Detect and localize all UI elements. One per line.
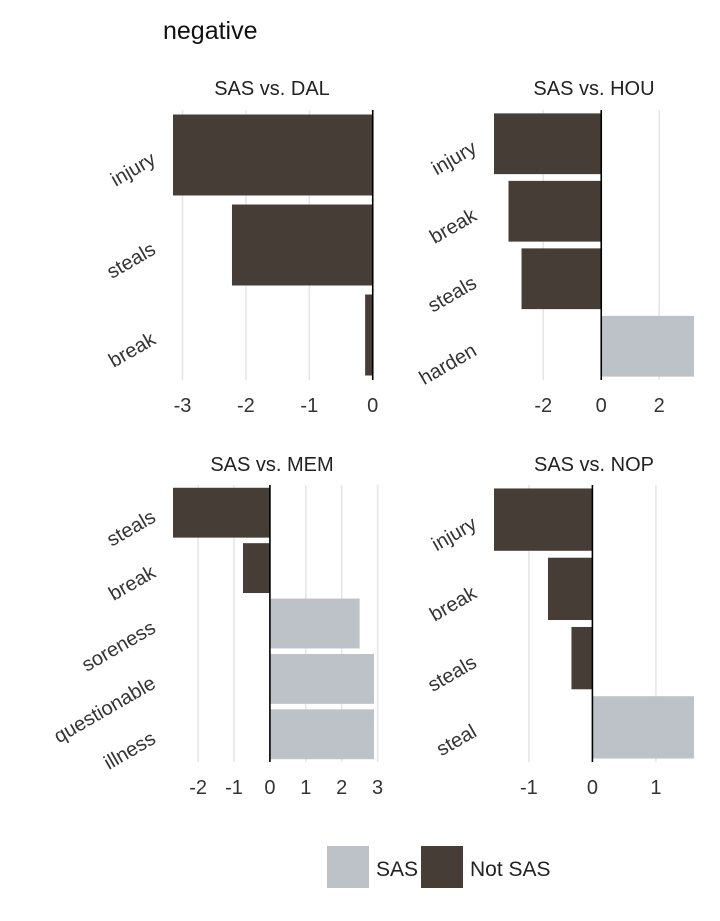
bar-break bbox=[365, 294, 373, 376]
y-tick-label: break bbox=[426, 204, 481, 249]
bar-questionable bbox=[269, 653, 374, 704]
y-tick-label: injury bbox=[428, 137, 480, 180]
y-tick-label: injury bbox=[428, 513, 480, 556]
bar-break bbox=[508, 180, 602, 242]
bar-injury bbox=[494, 113, 602, 175]
panel-title: SAS vs. MEM bbox=[210, 454, 333, 476]
panel-title: SAS vs. NOP bbox=[534, 454, 654, 476]
legend: SAS Not SAS bbox=[327, 846, 551, 888]
bar-steals bbox=[231, 204, 373, 286]
x-tick-label: 1 bbox=[650, 777, 661, 799]
x-tick-label: 2 bbox=[654, 395, 665, 417]
page-title: negative bbox=[163, 17, 258, 45]
x-tick-label: -1 bbox=[520, 777, 538, 799]
y-tick-label: steal bbox=[433, 721, 481, 761]
y-tick-label: steals bbox=[424, 272, 480, 317]
y-tick-label: injury bbox=[107, 148, 159, 191]
facet-panel-1: SAS vs. DAL injury steals break -3 -2 -1 0 bbox=[103, 78, 378, 417]
x-tick-label: -2 bbox=[237, 395, 255, 417]
legend-label-sas: SAS bbox=[376, 858, 418, 881]
x-tick-label: 2 bbox=[336, 777, 347, 799]
facet-panel-4: SAS vs. NOP injury break steals steal -1 0 1 bbox=[424, 454, 694, 799]
x-tick-label: -3 bbox=[174, 395, 192, 417]
x-tick-label: 1 bbox=[300, 777, 311, 799]
x-tick-label: -1 bbox=[300, 395, 318, 417]
facet-panel-3: SAS vs. MEMstealsbreaksorenessquestionab… bbox=[50, 454, 383, 799]
bar-illness bbox=[269, 709, 374, 760]
y-tick-label: illness bbox=[100, 728, 159, 775]
x-tick-label: 0 bbox=[587, 777, 598, 799]
bar-injury bbox=[173, 114, 373, 196]
y-tick-label: break bbox=[105, 561, 160, 606]
y-tick-label: steals bbox=[424, 651, 480, 696]
bar-steal bbox=[592, 696, 694, 759]
x-tick-label: -2 bbox=[534, 395, 552, 417]
y-tick-label: break bbox=[426, 582, 481, 627]
y-tick-label: steals bbox=[103, 506, 159, 551]
bar-soreness bbox=[269, 598, 360, 649]
x-tick-label: 0 bbox=[264, 777, 275, 799]
x-tick-label: -1 bbox=[225, 777, 243, 799]
x-tick-label: 0 bbox=[367, 395, 378, 417]
legend-key-not-sas bbox=[421, 846, 463, 888]
bar-injury bbox=[494, 488, 593, 551]
y-tick-label: break bbox=[105, 328, 160, 373]
panel-title: SAS vs. DAL bbox=[214, 78, 330, 100]
x-tick-label: 3 bbox=[372, 777, 383, 799]
bar-steals bbox=[571, 626, 593, 690]
y-tick-label: harden bbox=[416, 340, 481, 390]
x-tick-label: -2 bbox=[189, 777, 207, 799]
facet-panel-2: SAS vs. HOU injury break steals harden -2 0 2 bbox=[416, 78, 694, 417]
bar-break bbox=[547, 557, 593, 621]
x-tick-label: 0 bbox=[596, 395, 607, 417]
legend-label-not-sas: Not SAS bbox=[470, 858, 551, 881]
y-tick-label: soreness bbox=[78, 617, 159, 677]
bar-break bbox=[242, 543, 270, 594]
bar-steals bbox=[521, 248, 602, 310]
panel-title: SAS vs. HOU bbox=[533, 78, 654, 100]
bar-harden bbox=[601, 315, 694, 377]
y-tick-label: steals bbox=[103, 238, 159, 283]
bar-steals bbox=[173, 487, 270, 538]
legend-key-sas bbox=[327, 846, 369, 888]
